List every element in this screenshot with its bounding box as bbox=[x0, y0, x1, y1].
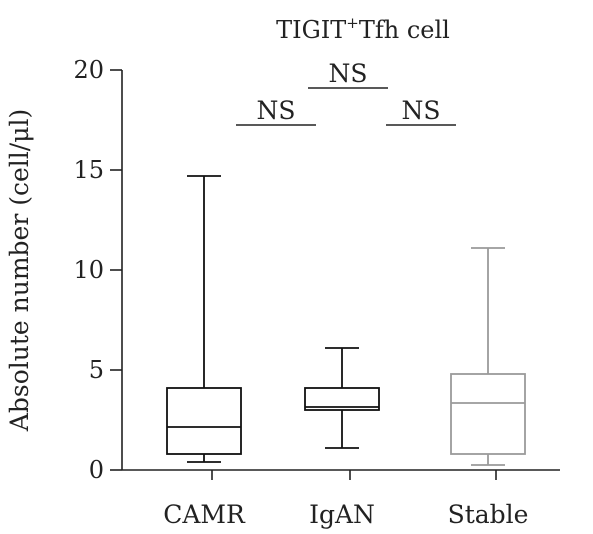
comparison-bracket: NS bbox=[236, 96, 316, 126]
box-camr bbox=[166, 175, 242, 463]
x-tick-label: CAMR bbox=[163, 500, 246, 529]
interquartile-box bbox=[166, 387, 242, 455]
y-tick-label: 5 bbox=[89, 356, 104, 384]
y-tick-label: 20 bbox=[73, 56, 104, 84]
y-axis: 0 5 10 15 20 bbox=[73, 56, 123, 484]
comparison-bracket: NS bbox=[386, 96, 456, 126]
significance-brackets: NS NS NS bbox=[236, 59, 456, 126]
box-igan bbox=[304, 347, 380, 449]
chart-title-superscript: + bbox=[346, 14, 359, 32]
significance-label: NS bbox=[256, 96, 295, 125]
significance-label: NS bbox=[401, 96, 440, 125]
interquartile-box bbox=[304, 387, 380, 411]
y-axis-label: Absolute number (cell/μl) bbox=[5, 109, 34, 432]
x-axis: CAMR IgAN Stable bbox=[122, 469, 560, 529]
comparison-bracket: NS bbox=[308, 59, 388, 89]
chart-title: TIGIT+Tfh cell bbox=[276, 14, 450, 44]
box-stable bbox=[450, 247, 526, 466]
interquartile-box bbox=[450, 373, 526, 455]
significance-label: NS bbox=[328, 59, 367, 88]
x-tick-label: Stable bbox=[448, 500, 529, 529]
y-tick-label: 10 bbox=[73, 256, 104, 284]
y-tick-label: 15 bbox=[73, 156, 104, 184]
box-series bbox=[166, 175, 526, 466]
x-tick-label: IgAN bbox=[309, 500, 375, 529]
chart-title-rest: Tfh cell bbox=[359, 16, 450, 44]
chart-title-main: TIGIT bbox=[276, 16, 346, 44]
y-tick-label: 0 bbox=[89, 456, 104, 484]
